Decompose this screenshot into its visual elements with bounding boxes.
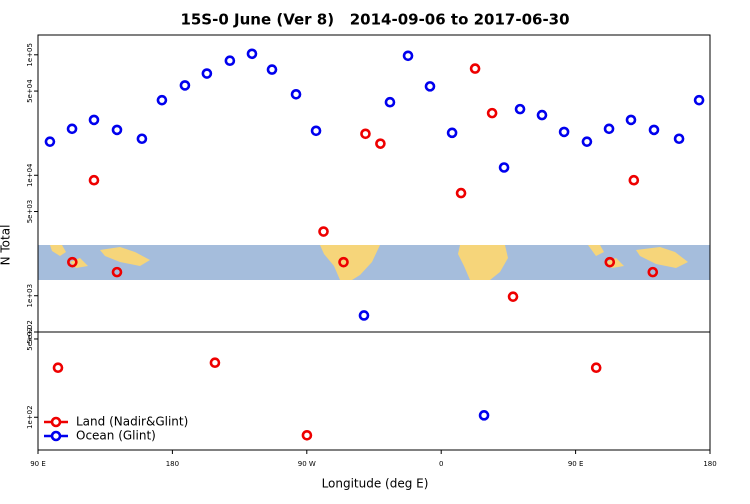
point <box>111 124 123 136</box>
point <box>111 266 123 278</box>
land <box>458 245 508 280</box>
point <box>266 64 278 75</box>
point <box>201 68 213 79</box>
y-tick-label: 1e+02 <box>26 405 34 429</box>
point <box>478 410 490 421</box>
y-axis-label: N Total <box>0 225 13 266</box>
point <box>455 187 467 199</box>
point <box>156 94 168 106</box>
x-tick-label: 90 E <box>30 460 46 468</box>
point <box>514 103 526 115</box>
land <box>320 245 380 280</box>
point <box>136 133 148 145</box>
land <box>50 245 150 268</box>
point <box>358 310 370 321</box>
point <box>590 362 602 373</box>
point <box>469 63 481 74</box>
point <box>507 291 519 302</box>
point <box>558 126 570 138</box>
y-tick-label: 5e+02 <box>26 327 34 351</box>
point <box>224 55 236 67</box>
point <box>88 174 100 186</box>
x-tick-label: 90 W <box>298 460 316 468</box>
point <box>88 114 100 126</box>
legend-marker <box>50 430 62 442</box>
y-tick-label: 5e+03 <box>26 200 34 224</box>
point <box>209 357 221 368</box>
x-tick-label: 180 <box>166 460 179 468</box>
point <box>301 429 313 441</box>
point <box>360 128 371 140</box>
point <box>310 125 322 137</box>
y-tick-label: 1e+05 <box>26 43 34 67</box>
y-tick-label: 1e+04 <box>26 163 34 187</box>
point <box>603 123 615 135</box>
y-tick-label: 5e+04 <box>26 79 34 103</box>
legend-label: Land (Nadir&Glint) <box>76 415 188 429</box>
point <box>424 81 436 92</box>
point <box>648 124 660 136</box>
point <box>446 127 458 139</box>
point <box>52 362 64 373</box>
point <box>318 226 329 237</box>
point <box>498 162 510 173</box>
x-axis-label: Longitude (deg E) <box>322 477 429 491</box>
point <box>581 136 593 147</box>
y-tick-label: 5e+02 <box>26 320 34 344</box>
legend-marker <box>50 416 62 428</box>
point <box>375 138 386 149</box>
x-tick-label: 180 <box>703 460 716 468</box>
point <box>486 107 498 119</box>
point <box>604 256 616 268</box>
point <box>536 109 548 121</box>
point <box>628 174 640 186</box>
point <box>290 89 302 100</box>
point <box>647 266 659 278</box>
point <box>402 50 414 62</box>
point <box>384 96 396 108</box>
y-tick-label: 1e+03 <box>26 284 34 308</box>
legend-label: Ocean (Glint) <box>76 429 156 443</box>
point <box>67 256 78 268</box>
point <box>66 123 78 135</box>
point <box>693 94 705 106</box>
chart-title: 15S-0 June (Ver 8) 2014-09-06 to 2017-06… <box>180 11 569 29</box>
plot-frame <box>37 34 711 451</box>
x-tick-label: 0 <box>439 460 443 468</box>
point <box>338 256 349 268</box>
point <box>179 80 191 91</box>
point <box>625 114 637 126</box>
point <box>44 136 56 147</box>
point <box>246 48 258 60</box>
x-tick-label: 90 E <box>568 460 584 468</box>
map-background <box>38 245 710 280</box>
point <box>673 133 685 145</box>
